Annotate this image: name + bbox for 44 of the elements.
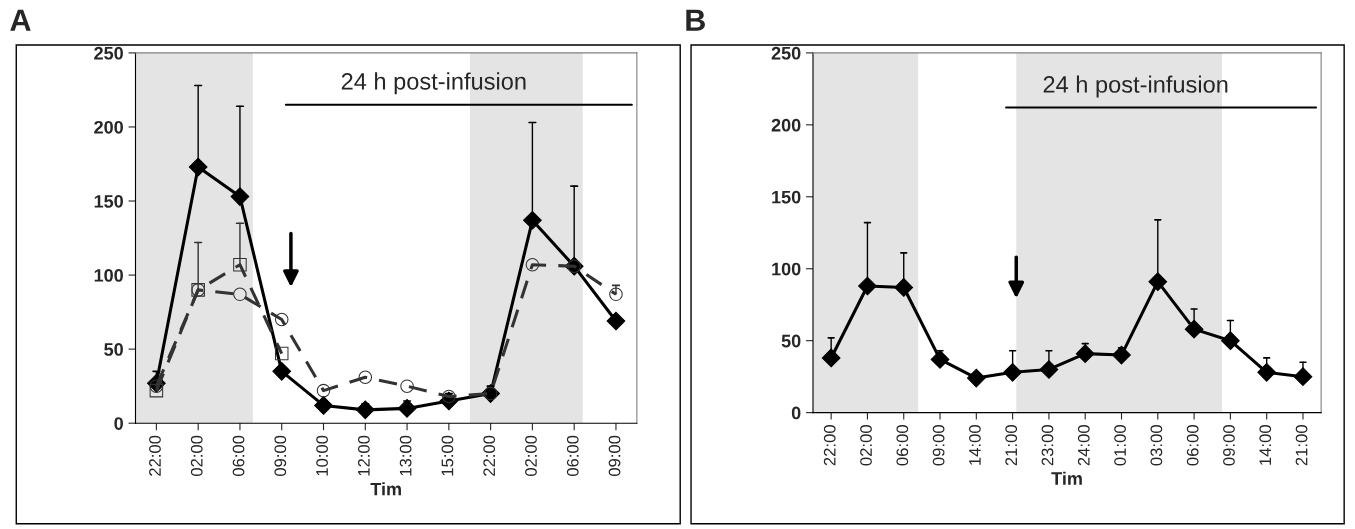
x-tick-label: 15:00 <box>441 435 454 476</box>
x-tick-label: 03:00 <box>1150 425 1163 466</box>
y-tick-label: 50 <box>781 334 801 348</box>
ref-line-label: 24 h post-infusion <box>341 72 526 95</box>
y-tick-label: 150 <box>772 190 801 204</box>
y-tick-label: 250 <box>94 46 123 60</box>
y-tick-label: 0 <box>114 417 123 430</box>
x-tick-label: 09:00 <box>274 435 287 477</box>
x-tick-label: 14:00 <box>1259 425 1272 465</box>
y-tick-label: 100 <box>94 269 123 282</box>
y-tick-label: 150 <box>94 194 123 208</box>
x-tick-label: 22:00 <box>823 425 836 466</box>
x-tick-label: 23:00 <box>1041 425 1054 466</box>
chart-title: B <box>686 9 705 31</box>
x-tick-label: 02:00 <box>525 435 537 477</box>
x-tick-label: 14:00 <box>969 425 981 465</box>
x-tick-label: 22:00 <box>483 435 496 476</box>
x-tick-label: 02:00 <box>190 435 203 477</box>
x-tick-label: 09:00 <box>932 425 945 466</box>
y-tick-label: 200 <box>771 118 801 132</box>
x-tick-label: 09:00 <box>1223 425 1235 466</box>
y-tick-label: 100 <box>772 262 801 276</box>
x-axis-title: Tim <box>1051 471 1082 485</box>
y-tick-label: 200 <box>94 120 123 134</box>
x-tick-label: 13:00 <box>399 435 412 476</box>
x-tick-label: 01:00 <box>1114 425 1126 466</box>
x-tick-label: 09:00 <box>608 435 621 477</box>
x-tick-label: 06:00 <box>232 435 245 477</box>
y-tick-label: 50 <box>104 343 123 356</box>
x-axis-title: Tim <box>370 482 401 496</box>
x-tick-label: 06:00 <box>1186 425 1199 466</box>
x-tick-label: 06:00 <box>896 425 909 466</box>
ref-line-label: 24 h post-infusion <box>1043 75 1228 98</box>
x-tick-label: 24:00 <box>1077 425 1090 466</box>
y-tick-label: 250 <box>771 46 801 60</box>
x-tick-label: 22:00 <box>149 435 161 476</box>
x-tick-label: 21:00 <box>1005 425 1018 466</box>
x-tick-label: 06:00 <box>566 435 579 477</box>
x-tick-label: 12:00 <box>357 435 370 476</box>
y-tick-label: 0 <box>791 406 801 420</box>
x-tick-label: 10:00 <box>316 435 328 476</box>
x-tick-label: 02:00 <box>860 425 872 466</box>
x-tick-label: 21:00 <box>1295 425 1308 466</box>
chart-title: A <box>10 9 31 31</box>
